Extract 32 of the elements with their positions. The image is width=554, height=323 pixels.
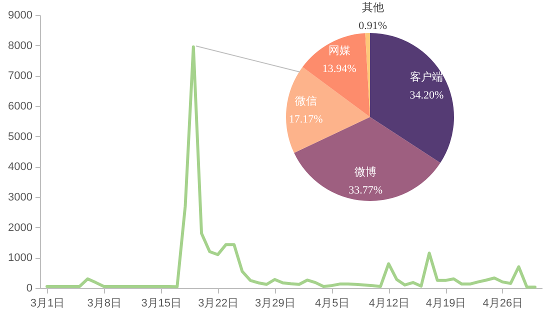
slice-label: 客户端 xyxy=(410,70,444,84)
x-tick-label: 4月5日 xyxy=(315,298,350,310)
line-series xyxy=(46,45,536,289)
y-tick-label: 3000 xyxy=(8,192,32,204)
data-label: 17.17% xyxy=(288,114,323,126)
x-tick-label: 3月15日 xyxy=(141,298,182,310)
data-label: 13.94% xyxy=(322,63,356,76)
pie-slice xyxy=(370,33,454,163)
data-label: 0.91% xyxy=(358,20,388,32)
slice-label: 其他 xyxy=(362,1,384,14)
slice-label: 微博 xyxy=(354,165,377,178)
slice-label: 网媒 xyxy=(328,45,350,58)
y-tick-label: 6000 xyxy=(8,100,32,112)
x-tick-label: 4月26日 xyxy=(482,298,524,310)
data-label: 34.20% xyxy=(410,89,444,102)
x-tick-label: 3月29日 xyxy=(255,298,296,310)
x-tick-label: 4月12日 xyxy=(368,298,410,310)
y-tick-label: 1000 xyxy=(8,252,32,264)
y-tick-label: 9000 xyxy=(8,10,32,22)
slice-label: 微信 xyxy=(294,96,317,108)
y-tick-label: 7000 xyxy=(8,70,32,82)
x-tick-label: 4月19日 xyxy=(426,298,466,310)
x-tick-label: 3月1日 xyxy=(30,298,65,310)
y-tick-label: 5000 xyxy=(8,130,32,143)
x-tick-label: 3月22日 xyxy=(198,298,238,310)
x-tick-label: 3月8日 xyxy=(87,298,122,310)
y-tick-label: 8000 xyxy=(8,40,32,52)
y-tick-label: 0 xyxy=(26,282,32,294)
y-tick-label: 2000 xyxy=(8,222,32,234)
y-tick-label: 4000 xyxy=(8,161,32,174)
data-label: 33.77% xyxy=(348,184,383,196)
pie-slice xyxy=(286,66,370,153)
